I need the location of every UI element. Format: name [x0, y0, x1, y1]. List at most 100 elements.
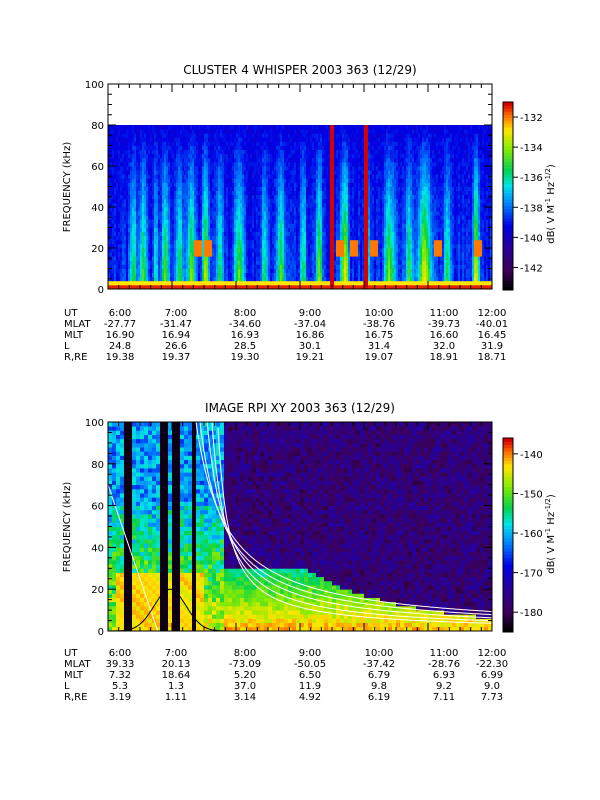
spectrogram-cell	[308, 215, 311, 220]
spectrogram-cell	[178, 166, 181, 171]
spectrogram-cell	[184, 166, 187, 171]
spectrogram-cell	[328, 157, 331, 163]
spectrogram-cell	[154, 174, 157, 179]
spectrogram-cell	[340, 166, 343, 171]
spectrogram-cell	[130, 276, 133, 282]
spectrogram-cell	[126, 243, 129, 249]
spectrogram-cell	[138, 186, 141, 191]
spectrogram-cell	[324, 202, 327, 208]
spectrogram-cell	[206, 260, 209, 265]
spectrogram-cell	[230, 174, 233, 179]
spectrogram-cell	[260, 248, 263, 253]
spectrogram-cell	[250, 264, 253, 269]
spectrogram-cell	[308, 190, 311, 196]
spectrogram-cell	[338, 223, 341, 228]
spectrogram-cell	[310, 174, 313, 179]
spectrogram-cell	[186, 252, 189, 257]
spectrogram-cell	[316, 174, 319, 179]
spectrogram-cell	[326, 207, 329, 212]
spectrogram-cell	[230, 215, 233, 220]
spectrogram-cell	[258, 256, 261, 261]
spectrogram-cell	[304, 211, 307, 216]
spectrogram-cell	[160, 186, 163, 191]
spectrogram-cell	[162, 239, 165, 245]
spectrogram-cell	[238, 157, 241, 163]
spectrogram-cell	[314, 174, 317, 179]
spectrogram-cell	[284, 170, 287, 175]
spectrogram-cell	[340, 219, 343, 224]
spectrogram-cell	[316, 149, 319, 155]
spectrogram-cell	[242, 231, 245, 237]
spectrogram-cell	[132, 170, 135, 175]
spectrogram-cell	[232, 182, 235, 187]
spectrogram-cell	[332, 207, 335, 212]
spectrogram-cell	[112, 219, 115, 224]
spectrogram-cell	[154, 186, 157, 191]
spectrogram-cell	[166, 137, 169, 142]
spectrogram-cell	[298, 194, 301, 200]
spectrogram-cell	[192, 125, 195, 130]
spectrogram-cell	[254, 264, 257, 269]
spectrogram-cell	[272, 211, 275, 216]
spectrogram-cell	[324, 280, 327, 286]
spectrogram-cell	[130, 272, 133, 278]
spectrogram-cell	[262, 198, 265, 204]
spectrogram-cell	[142, 178, 145, 183]
spectrogram-cell	[118, 190, 121, 196]
spectrogram-cell	[284, 252, 287, 257]
spectrogram-cell	[192, 170, 195, 175]
spectrogram-cell	[242, 202, 245, 208]
spectrogram-cell	[192, 137, 195, 142]
spectrogram-cell	[250, 170, 253, 175]
spectrogram-cell	[206, 141, 209, 146]
spectrogram-cell	[130, 178, 133, 183]
spectrogram-cell	[160, 149, 163, 155]
spectrogram-cell	[320, 211, 323, 216]
spectrogram-cell	[280, 223, 283, 228]
spectrogram-cell	[234, 207, 237, 212]
spectrogram-cell	[316, 252, 319, 257]
spectrogram-cell	[108, 272, 111, 278]
spectrogram-cell	[194, 268, 197, 273]
spectrogram-cell	[274, 215, 277, 220]
spectrogram-cell	[266, 170, 269, 175]
spectrogram-cell	[116, 219, 119, 224]
spectrogram-cell	[246, 264, 249, 269]
spectrogram-cell	[266, 231, 269, 237]
spectrogram-cell	[306, 272, 309, 278]
spectrogram-cell	[186, 178, 189, 183]
spectrogram-cell	[126, 239, 129, 245]
spectrogram-cell	[226, 211, 229, 216]
spectrogram-cell	[206, 280, 209, 286]
spectrogram-cell	[314, 186, 317, 191]
spectrogram-cell	[242, 178, 245, 183]
spectrogram-cell	[344, 268, 347, 273]
spectrogram-cell	[252, 182, 255, 187]
spectrogram-cell	[342, 219, 345, 224]
spectrogram-cell	[184, 161, 187, 167]
spectrogram-cell	[142, 284, 145, 289]
spectrogram-cell	[238, 198, 241, 204]
spectrogram-cell	[150, 215, 153, 220]
spectrogram-cell	[186, 161, 189, 167]
spectrogram-cell	[324, 239, 327, 245]
spectrogram-cell	[288, 256, 291, 261]
spectrogram-cell	[316, 276, 319, 282]
spectrogram-cell	[154, 166, 157, 171]
spectrogram-cell	[356, 268, 359, 273]
spectrogram-cell	[184, 256, 187, 261]
spectrogram-cell	[230, 260, 233, 265]
spectrogram-cell	[158, 235, 161, 241]
spectrogram-cell	[298, 166, 301, 171]
spectrogram-cell	[350, 223, 353, 228]
spectrogram-cell	[114, 239, 117, 245]
spectrogram-cell	[168, 211, 171, 216]
spectrogram-cell	[228, 141, 231, 146]
spectrogram-cell	[354, 252, 357, 257]
spectrogram-cell	[344, 215, 347, 220]
spectrogram-cell	[294, 219, 297, 224]
spectrogram-cell	[258, 252, 261, 257]
spectrogram-cell	[212, 141, 215, 146]
spectrogram-cell	[326, 239, 329, 245]
spectrogram-cell	[350, 276, 353, 282]
